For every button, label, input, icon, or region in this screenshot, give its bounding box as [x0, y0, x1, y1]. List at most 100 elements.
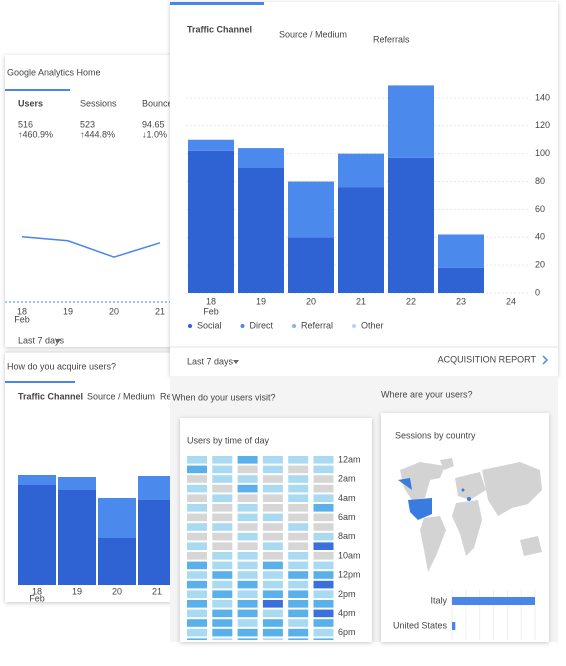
heatmap-cell	[187, 609, 207, 618]
metric-value: 523	[80, 119, 95, 129]
row-label: 12am	[338, 454, 361, 464]
back-content: Google Analytics Home Users 516↑460.9% Sess…	[7, 67, 197, 603]
heatmap-cell	[313, 513, 334, 522]
y-tick-label: 120	[535, 120, 550, 130]
heatmap-cell	[237, 532, 258, 541]
heatmap-cell	[212, 475, 233, 483]
heatmap-cell	[212, 571, 233, 579]
bar-segment	[18, 475, 56, 485]
bar-segment	[388, 157, 434, 293]
bar-segment	[388, 85, 434, 158]
heatmap-cell	[237, 456, 258, 464]
heatmap-cell	[288, 580, 309, 589]
tab-indicator	[5, 381, 75, 383]
heatmap-cell	[313, 590, 334, 598]
metric-change: ↑460.9%	[18, 129, 53, 139]
row-label: 4am	[338, 493, 356, 503]
legend-swatch	[292, 324, 297, 328]
heatmap-cell	[313, 561, 334, 570]
row-label: 2am	[338, 474, 356, 484]
heatmap-cell	[212, 484, 233, 493]
bar-segment	[338, 187, 384, 293]
heatmap-cell	[262, 552, 283, 560]
x-tick-label: 22	[406, 296, 416, 306]
heatmap-cell	[262, 561, 283, 570]
heatmap-cell	[237, 580, 258, 589]
heatmap-cell	[262, 619, 283, 627]
heatmap-cell	[313, 523, 334, 531]
bar-segment	[338, 153, 384, 188]
country-label: United States	[393, 620, 448, 630]
x-tick-label: 21	[155, 306, 165, 316]
x-tick-label: 21	[356, 296, 366, 306]
heatmap-cell	[237, 504, 258, 512]
heatmap-cell	[237, 552, 258, 560]
metric-value: 94.65	[142, 119, 165, 129]
heatmap-cell	[212, 465, 233, 474]
heatmap-cell	[262, 523, 283, 531]
heatmap-cell	[212, 600, 233, 608]
heatmap-cell	[288, 494, 309, 502]
card-subtitle: Sessions by country	[395, 430, 476, 440]
heatmap-cell	[262, 590, 283, 598]
heatmap-cell	[313, 465, 334, 474]
heatmap-cell	[262, 456, 283, 464]
y-tick-label: 80	[535, 176, 545, 186]
heatmap-cell	[288, 504, 309, 512]
heatmap-cell	[237, 561, 258, 570]
tab: Referrals	[373, 34, 410, 44]
row-label: 10am	[338, 550, 361, 560]
heatmap-cell	[313, 552, 334, 560]
heatmap-cell	[187, 628, 207, 637]
heatmap-cell	[313, 532, 334, 541]
tab: Traffic Channel	[187, 24, 252, 34]
y-tick-label: 60	[535, 204, 545, 214]
section-title: When do your users visit?	[172, 392, 276, 402]
line	[21, 235, 161, 258]
heatmap-cell	[187, 552, 207, 560]
x-tick-label: 20	[306, 296, 316, 306]
heatmap-cell	[212, 552, 233, 560]
row-label: 6am	[338, 512, 356, 522]
bar-segment	[238, 167, 284, 293]
bar-segment	[238, 148, 284, 168]
heatmap-cell	[288, 600, 309, 608]
heatmap-cell	[187, 465, 207, 474]
x-tick-label: 20	[109, 306, 119, 316]
period-selector: Last 7 days	[18, 335, 65, 345]
heatmap-cell	[237, 513, 258, 522]
bar-segment	[438, 267, 484, 293]
metric-label: Sessions	[80, 98, 117, 108]
heatmap-cell	[237, 619, 258, 627]
heatmap-cell	[288, 513, 309, 522]
x-tick-month: Feb	[29, 593, 45, 603]
bar-segment	[288, 237, 334, 293]
x-tick-label: 19	[72, 586, 82, 596]
heatmap-cell	[212, 638, 233, 640]
heatmap-cell	[262, 609, 283, 618]
heatmap-cell	[262, 475, 283, 483]
legend-entry: Referral	[301, 320, 333, 330]
heatmap-cell	[262, 494, 283, 502]
heatmap-cell	[187, 619, 207, 627]
y-tick-label: 140	[535, 92, 550, 102]
heatmap-cell	[313, 542, 334, 550]
row-label: 6pm	[338, 627, 356, 637]
heatmap-cell	[237, 465, 258, 474]
tab-indicator	[5, 89, 70, 91]
x-tick-label: 19	[63, 306, 73, 316]
tab: Traffic Channel	[18, 391, 83, 401]
heatmap-cell	[313, 638, 334, 640]
legend-entry: Direct	[250, 320, 274, 330]
legend-swatch	[352, 324, 357, 328]
x-tick-label: 20	[112, 586, 122, 596]
heatmap-cell	[212, 513, 233, 522]
heatmap-cell	[212, 456, 233, 464]
report-link[interactable]: ACQUISITION REPORT	[438, 354, 537, 364]
y-tick-label: 20	[535, 260, 545, 270]
y-tick-label: 40	[535, 232, 545, 242]
heatmap-cell	[187, 494, 207, 502]
heatmap-cell	[212, 532, 233, 541]
heatmap-cell	[187, 513, 207, 522]
heatmap-cell	[288, 561, 309, 570]
